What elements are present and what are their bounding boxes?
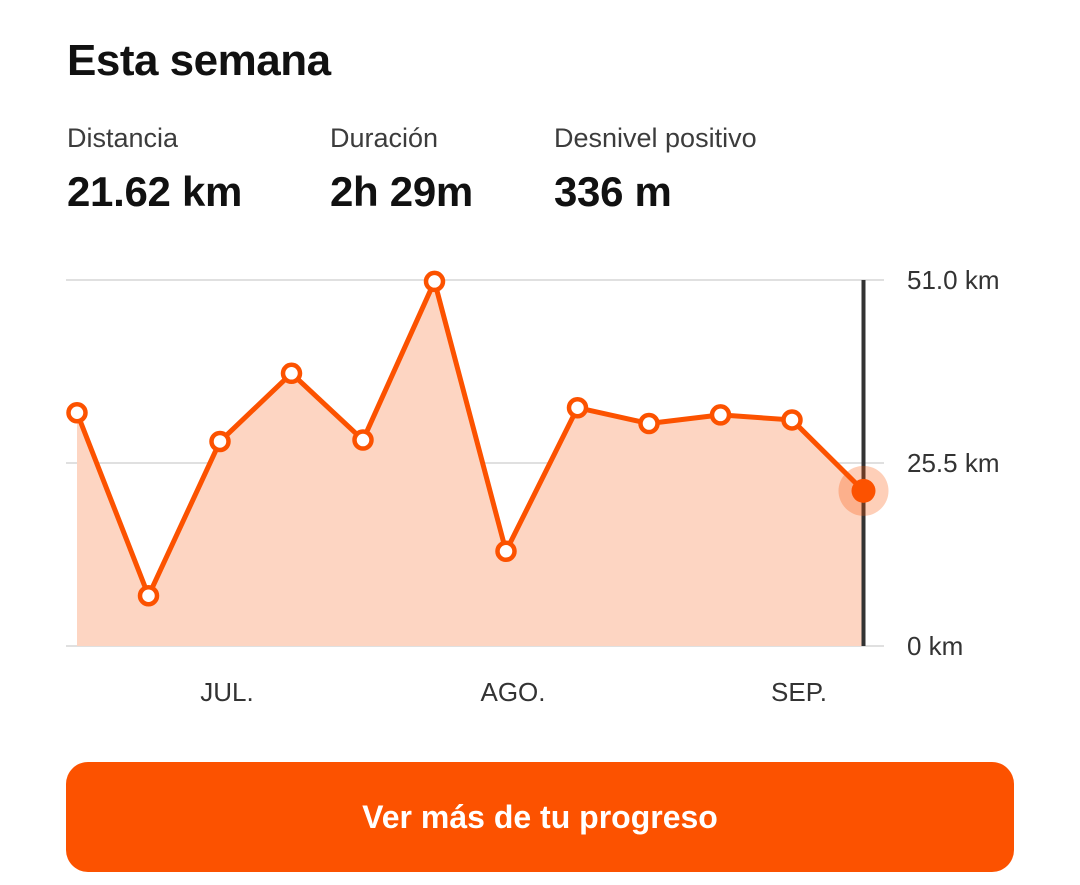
stat-duration-value: 2h 29m [330,168,473,215]
area-fill [77,281,864,646]
selected-data-point[interactable] [851,478,876,503]
stat-elevation-value: 336 m [554,168,672,215]
stat-duration: Duración 2h 29m [330,120,473,216]
data-point[interactable] [280,362,303,385]
x-axis-month-labels: JUL. AGO. SEP. [200,677,827,707]
stat-distance-value: 21.62 km [67,168,243,215]
data-point[interactable] [423,270,446,293]
y-axis-tick-labels: 51.0 km 25.5 km 0 km [907,265,1000,661]
y-tick-label: 51.0 km [907,265,1000,295]
x-tick-label: SEP. [771,677,827,707]
stat-distance-label: Distancia [67,123,179,153]
data-points[interactable] [66,270,889,607]
data-point[interactable] [781,409,803,431]
stat-elevation: Desnivel positivo 336 m [554,120,757,216]
stat-elevation-label: Desnivel positivo [554,123,757,153]
data-point[interactable] [566,396,589,419]
data-point[interactable] [66,402,88,424]
y-tick-label: 0 km [907,631,963,661]
data-point[interactable] [209,430,231,453]
x-tick-label: JUL. [200,677,253,707]
page-title: Esta semana [67,36,331,85]
data-point[interactable] [638,412,660,435]
weekly-distance-chart[interactable]: 51.0 km 25.5 km 0 km JUL. AGO. SEP. [0,0,1080,740]
series-line [74,278,866,599]
y-tick-label: 25.5 km [907,448,1000,478]
view-more-progress-button[interactable]: Ver más de tu progreso [66,762,1014,872]
stat-duration-label: Duración [330,123,439,153]
data-point[interactable] [495,540,517,563]
data-point[interactable] [709,404,732,426]
stat-distance: Distancia 21.62 km [67,120,242,216]
data-point[interactable] [352,429,374,451]
data-point[interactable] [137,585,160,607]
x-tick-label: AGO. [480,677,545,707]
